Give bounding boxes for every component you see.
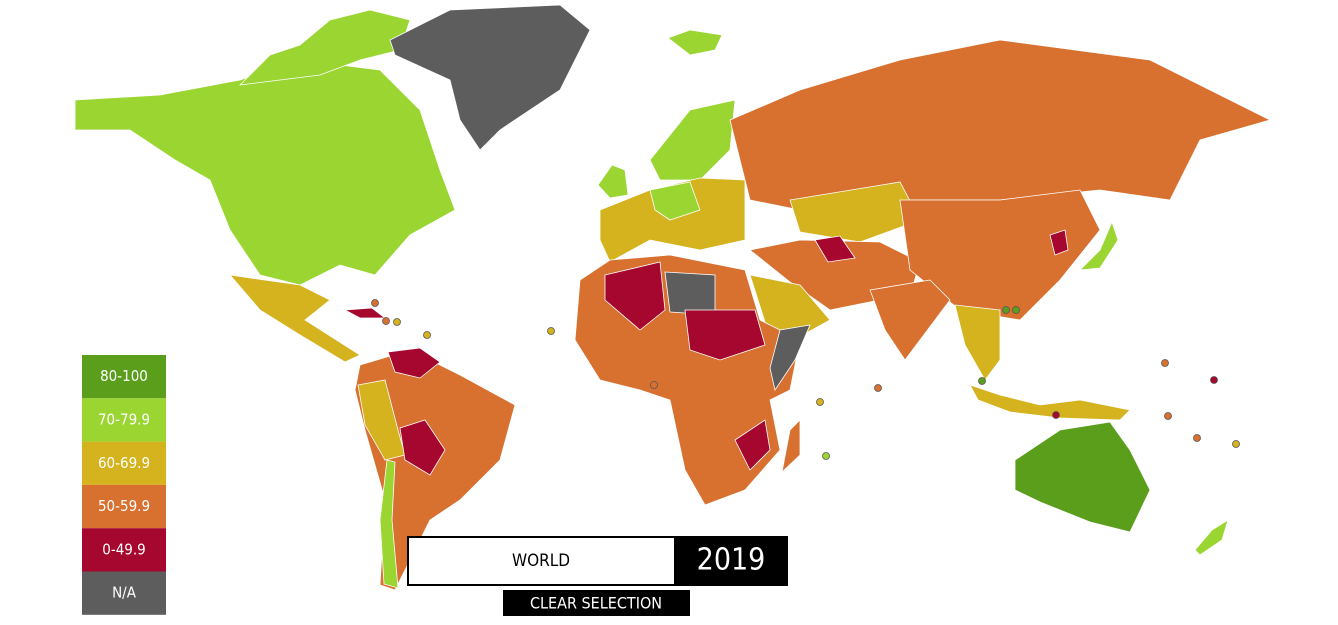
legend-label[interactable]: 70-79.9 (98, 410, 150, 428)
uk-ireland[interactable] (597, 164, 629, 199)
territory-dot[interactable] (1232, 440, 1240, 448)
territory-dot[interactable] (1193, 434, 1201, 442)
australia[interactable] (1014, 421, 1151, 533)
territory-dot[interactable] (423, 331, 431, 339)
territory-dot[interactable] (382, 317, 390, 325)
year-label: 2019 (697, 543, 766, 578)
territory-dot[interactable] (978, 377, 986, 385)
libya[interactable] (664, 271, 716, 316)
legend-swatch[interactable] (82, 355, 166, 399)
arctic-islands[interactable] (238, 9, 411, 86)
europe[interactable] (599, 177, 746, 263)
kazakhstan[interactable] (789, 181, 921, 243)
russia[interactable] (729, 39, 1272, 211)
territory-dot[interactable] (816, 398, 824, 406)
territory-dot[interactable] (547, 327, 555, 335)
greenland[interactable] (389, 4, 591, 151)
region-label: WORLD (512, 551, 570, 571)
territory-dot[interactable] (1210, 376, 1218, 384)
territory-dot[interactable] (822, 452, 830, 460)
legend-swatch[interactable] (82, 398, 166, 442)
north-america[interactable] (74, 59, 456, 286)
territory-dot[interactable] (1002, 306, 1010, 314)
mozambique[interactable] (734, 419, 771, 471)
india[interactable] (869, 279, 951, 361)
year-box (675, 536, 788, 586)
region-box (407, 536, 676, 586)
territory-dot[interactable] (874, 384, 882, 392)
territory-dot[interactable] (1164, 412, 1172, 420)
somalia[interactable] (769, 324, 811, 391)
madagascar[interactable] (781, 419, 801, 474)
cuba[interactable] (343, 307, 387, 319)
clear-button[interactable] (503, 590, 690, 616)
iceland[interactable] (667, 29, 723, 56)
legend-label[interactable]: 60-69.9 (98, 454, 150, 472)
territory-dot[interactable] (393, 318, 401, 326)
turkmenistan[interactable] (814, 235, 856, 263)
central-europe[interactable] (649, 181, 701, 221)
legend-swatch[interactable] (82, 441, 166, 485)
bolivia[interactable] (399, 419, 446, 476)
chile[interactable] (379, 459, 399, 589)
territory-dot[interactable] (1161, 359, 1169, 367)
japan[interactable] (1078, 220, 1119, 271)
legend: 80-100 70-79.9 60-69.9 50-59.9 0-49.9 N/A (82, 355, 166, 615)
north-korea[interactable] (1049, 229, 1069, 256)
territory-dot[interactable] (1052, 411, 1060, 419)
legend-label[interactable]: N/A (112, 584, 137, 602)
small-territories (371, 299, 1240, 460)
southeast-asia[interactable] (954, 304, 1001, 381)
territory-dot[interactable] (371, 299, 379, 307)
world-map (74, 4, 1272, 591)
legend-label[interactable]: 80-100 (100, 367, 148, 385)
legend-swatch[interactable] (82, 571, 166, 615)
venezuela[interactable] (387, 347, 441, 379)
legend-swatch[interactable] (82, 484, 166, 529)
territory-dot[interactable] (650, 381, 658, 389)
indonesia[interactable] (969, 384, 1131, 421)
new-zealand[interactable] (1194, 519, 1229, 556)
legend-swatch[interactable] (82, 528, 166, 572)
mexico-central-america[interactable] (229, 274, 361, 363)
algeria[interactable] (604, 261, 666, 331)
territory-dot[interactable] (1012, 306, 1020, 314)
sudan-chad[interactable] (684, 309, 766, 361)
clear-button-label[interactable]: CLEAR SELECTION (530, 594, 662, 613)
legend-label[interactable]: 0-49.9 (102, 540, 146, 558)
legend-label[interactable]: 50-59.9 (98, 497, 150, 515)
scandinavia[interactable] (649, 99, 736, 181)
